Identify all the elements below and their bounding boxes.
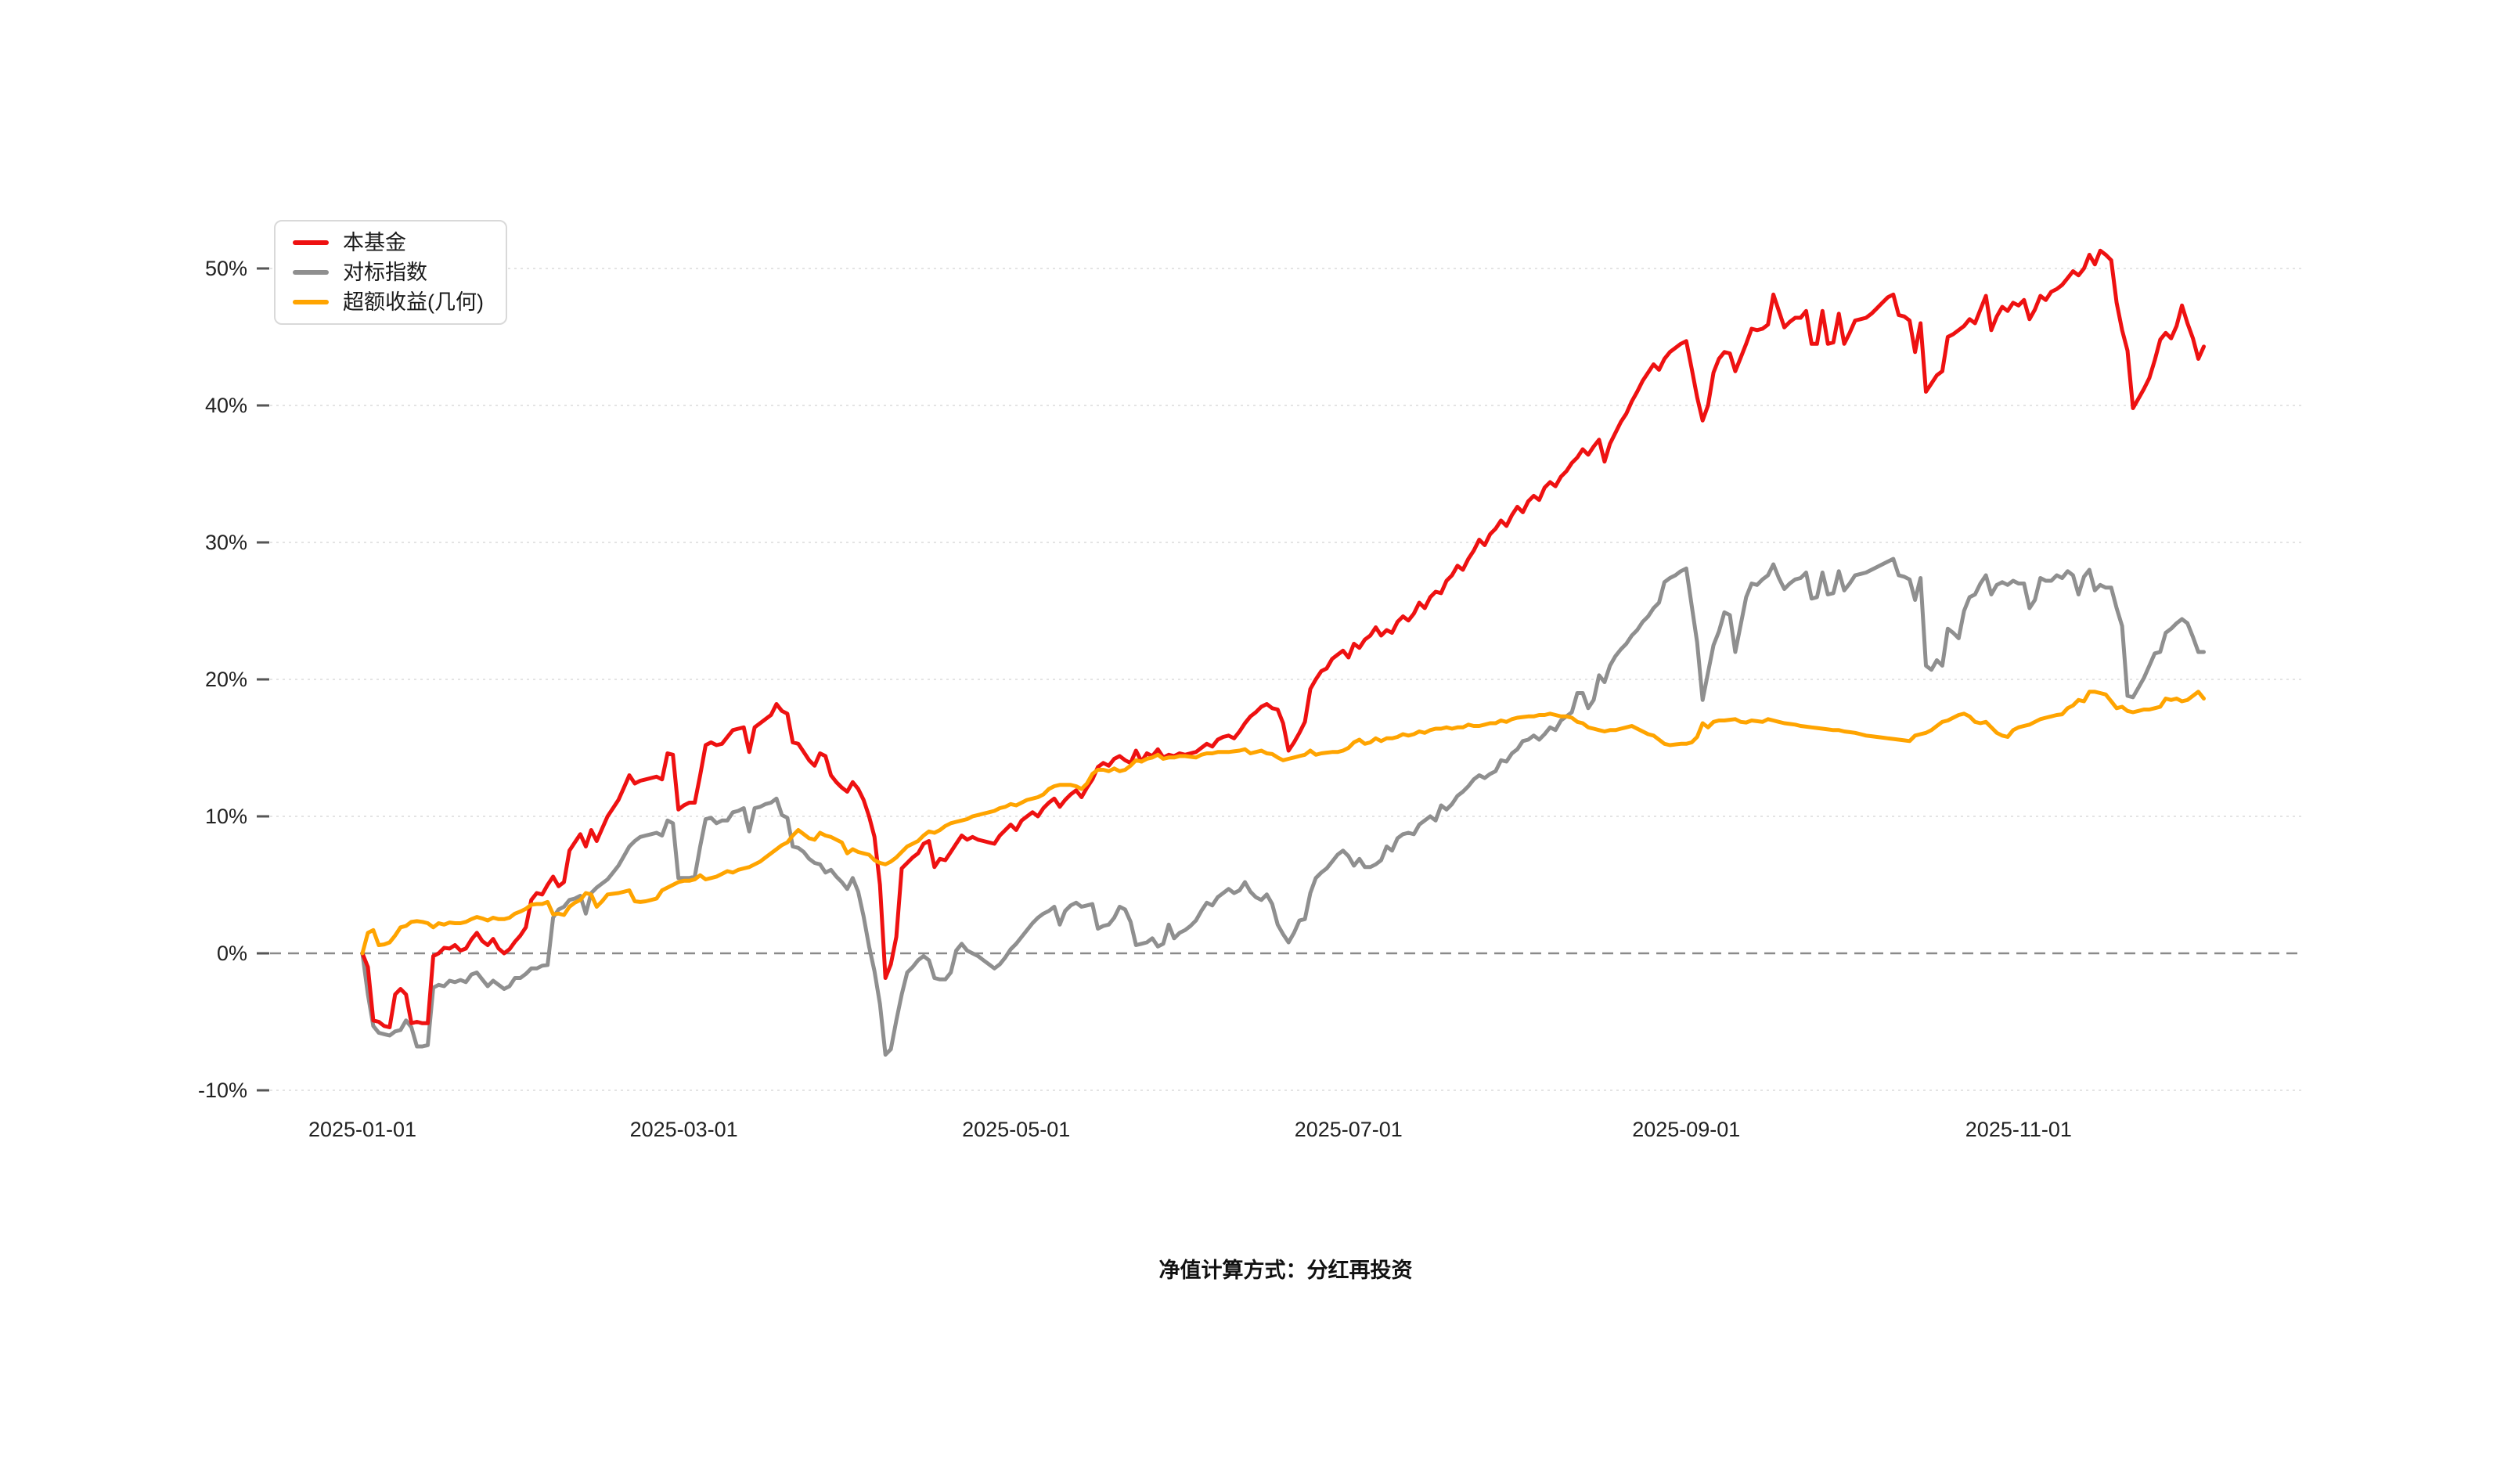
series-line-benchmark[interactable] [360,556,2206,1057]
legend-label-fund: 本基金 [343,230,406,254]
x-axis-tick-label: 2025-03-01 [630,1118,738,1141]
x-axis-tick-label: 2025-01-01 [308,1118,416,1141]
legend-swatch-benchmark [293,270,329,275]
y-axis-tick-label: 0% [217,942,247,965]
nav-calculation-note: 净值计算方式：分红再投资 [1158,1259,1413,1282]
y-axis-tick-label: -10% [198,1079,247,1102]
x-axis-tick-label: 2025-09-01 [1632,1118,1740,1141]
y-axis-tick-label: 20% [205,668,247,691]
legend-label-excess: 超额收益(几何) [343,290,484,314]
y-axis-tick-label: 50% [205,257,247,280]
legend-item-benchmark[interactable]: 对标指数 [293,259,484,286]
series-line-fund[interactable] [360,248,2206,1029]
legend-swatch-fund [293,240,329,245]
legend-item-fund[interactable]: 本基金 [293,229,484,256]
y-axis-tick-label: 10% [205,805,247,828]
legend: 本基金对标指数超额收益(几何) [274,220,507,325]
series-line-excess[interactable] [360,690,2206,956]
legend-item-excess[interactable]: 超额收益(几何) [293,289,484,315]
y-axis-tick-label: 30% [205,531,247,554]
x-axis-tick-label: 2025-07-01 [1295,1118,1403,1141]
y-axis-tick-label: 40% [205,394,247,417]
x-axis-tick-label: 2025-05-01 [962,1118,1070,1141]
legend-label-benchmark: 对标指数 [343,260,427,284]
legend-swatch-excess [293,300,329,304]
x-axis-tick-label: 2025-11-01 [1965,1118,2072,1141]
